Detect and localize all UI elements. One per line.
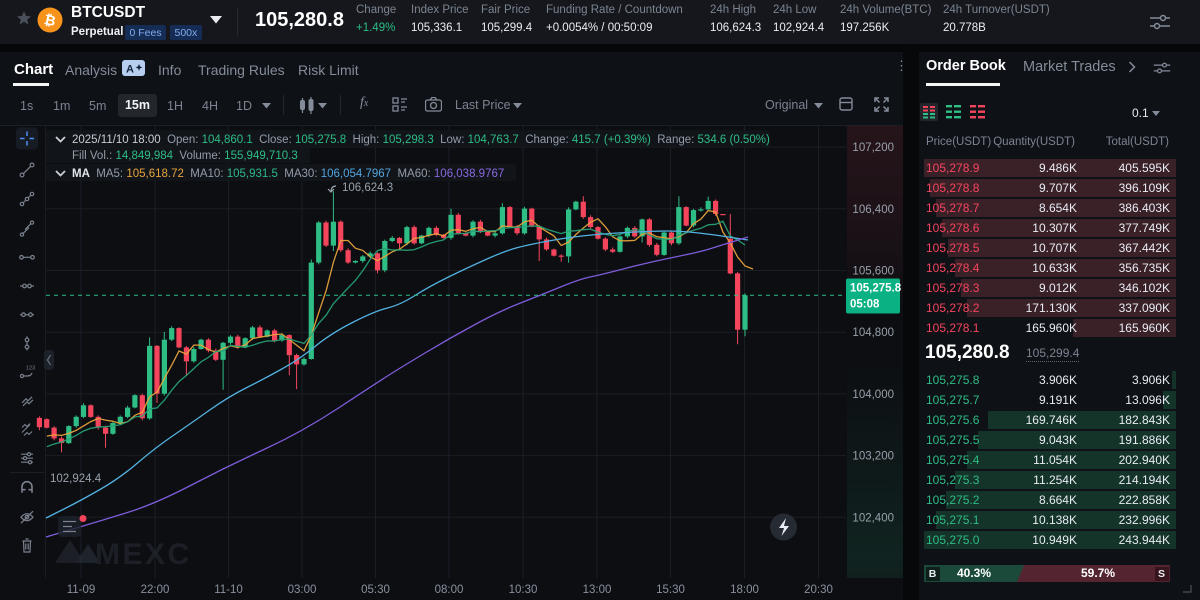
svg-text:15:30: 15:30: [656, 584, 685, 596]
svg-text:103,200: 103,200: [852, 451, 894, 463]
svg-text:₿: ₿: [43, 11, 57, 29]
svg-text:08:00: 08:00: [435, 584, 464, 596]
svg-text:22:00: 22:00: [141, 584, 170, 596]
svg-text:13:00: 13:00: [583, 584, 612, 596]
svg-text:11-10: 11-10: [214, 584, 243, 596]
svg-text:20:30: 20:30: [804, 584, 833, 596]
svg-text:123: 123: [26, 366, 35, 372]
svg-text:106,400: 106,400: [852, 204, 894, 216]
svg-text:105,600: 105,600: [852, 266, 894, 278]
svg-text:10:30: 10:30: [509, 584, 538, 596]
svg-text:104,000: 104,000: [852, 389, 894, 401]
svg-text:MEXC: MEXC: [95, 538, 192, 571]
svg-text:107,200: 107,200: [852, 142, 894, 154]
svg-text:A: A: [126, 64, 134, 76]
svg-text:105,275.8: 105,275.8: [850, 283, 902, 295]
svg-text:104,800: 104,800: [852, 327, 894, 339]
svg-text:03:00: 03:00: [288, 584, 317, 596]
svg-text:106,624.3: 106,624.3: [342, 182, 393, 194]
svg-text:05:30: 05:30: [361, 584, 390, 596]
svg-text:102,400: 102,400: [852, 512, 894, 524]
svg-text:05:08: 05:08: [850, 299, 880, 311]
svg-text:11-09: 11-09: [67, 584, 96, 596]
svg-text:18:00: 18:00: [730, 584, 759, 596]
svg-text:102,924.4: 102,924.4: [50, 473, 102, 485]
